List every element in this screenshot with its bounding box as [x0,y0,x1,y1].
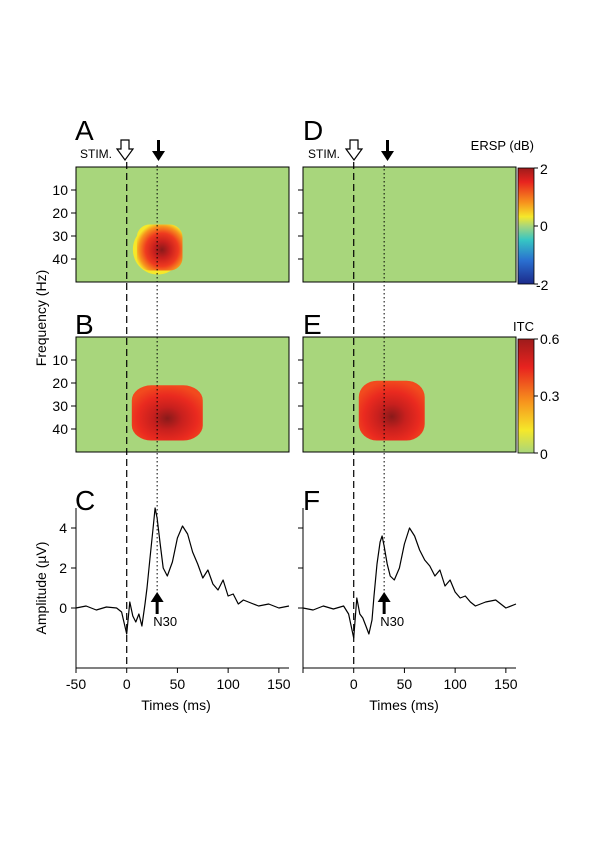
itc-tick-min: 0 [540,446,548,462]
y-tick-label: 2 [59,560,67,576]
ersp-colorbar: 2 0 -2 [517,161,549,293]
panel-a-ersp-heatmap: 10 20 30 40 [52,166,290,283]
x-tick-label: 100 [216,676,240,692]
y-tick-label: 10 [52,352,68,368]
panel-b-itc-heatmap: 10 20 30 40 [52,336,290,453]
n30-arrow-icon [377,592,391,614]
ersp-tick-min: -2 [536,277,549,293]
marker-arrow-left-icon [152,140,165,161]
panel-letter-f: F [303,485,320,516]
y-tick-label: 30 [52,228,68,244]
ersp-colorbar-gradient [517,167,535,285]
x-tick-label: 150 [494,676,518,692]
x-tick-label: -50 [66,676,86,692]
ersp-tick-zero: 0 [540,218,548,234]
sep-trace-line [75,507,290,635]
heatmap-background [75,166,290,283]
y-tick-label: 30 [52,398,68,414]
heatmap-blob [131,385,203,441]
x-tick-label: 0 [350,676,358,692]
heatmap-blob [136,224,183,271]
y-tick-label: 4 [59,520,67,536]
times-axis-label-left: Times (ms) [141,697,210,713]
amplitude-axis-label: Amplitude (µV) [33,542,49,635]
sep-trace-line [302,527,517,639]
x-tick-label: 50 [170,676,186,692]
times-axis-label-right: Times (ms) [369,697,438,713]
panel-letter-d: D [303,115,323,146]
itc-colorbar-gradient [517,338,535,454]
ersp-tick-max: 2 [540,161,548,177]
n30-label: N30 [380,614,404,629]
stim-arrow-right-icon [344,139,364,162]
itc-tick-mid: 0.3 [540,388,560,404]
y-tick-label: 10 [52,182,68,198]
n30-label: N30 [153,614,177,629]
frequency-axis-label: Frequency (Hz) [33,270,49,366]
x-tick-label: 0 [123,676,131,692]
heatmap-blob [358,380,425,441]
stim-label-left: STIM. [80,147,112,161]
panel-c-sep-trace: 4 2 0 -50 0 50 100 150 N30 [59,507,291,692]
n30-arrow-icon [150,592,164,614]
stim-label-right: STIM. [308,147,340,161]
x-tick-label: 50 [397,676,413,692]
panel-letter-e: E [303,309,322,340]
itc-tick-max: 0.6 [540,331,560,347]
time-reference-lines [126,162,385,668]
y-tick-label: 20 [52,205,68,221]
itc-colorbar-title: ITC [513,319,534,334]
x-tick-label: 150 [267,676,291,692]
marker-arrow-right-icon [381,140,394,161]
y-tick-label: 40 [52,421,68,437]
panel-e-itc-heatmap [298,336,517,453]
panel-letter-b: B [75,309,94,340]
y-tick-label: 20 [52,375,68,391]
stim-arrow-left-icon [115,139,135,162]
y-tick-label: 40 [52,251,68,267]
x-tick-label: 100 [443,676,467,692]
panel-letter-a: A [75,115,94,146]
heatmap-background [302,166,517,283]
panel-f-sep-trace: 0 50 100 150 N30 [298,508,518,692]
panel-letter-c: C [75,485,95,516]
ersp-colorbar-title: ERSP (dB) [471,138,534,153]
y-tick-label: 0 [59,600,67,616]
panel-d-ersp-heatmap [298,166,517,283]
itc-colorbar: 0.6 0.3 0 [517,331,560,462]
